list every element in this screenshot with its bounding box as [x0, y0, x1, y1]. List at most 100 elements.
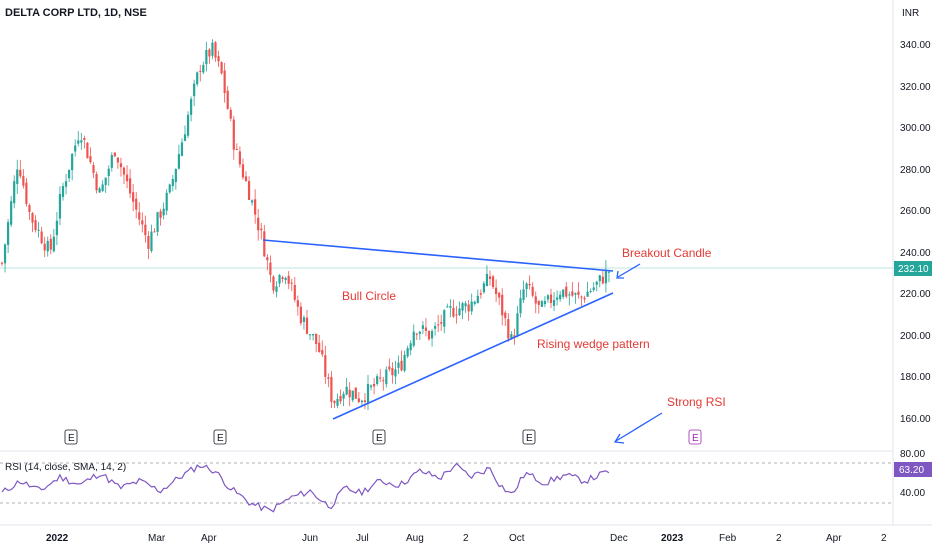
- candle-body[interactable]: [28, 205, 31, 213]
- candle-body[interactable]: [46, 241, 49, 252]
- candle-body[interactable]: [278, 275, 281, 284]
- earnings-marker[interactable]: E: [522, 429, 536, 445]
- candle-body[interactable]: [302, 317, 306, 322]
- candle-body[interactable]: [95, 173, 98, 191]
- candle-body[interactable]: [339, 395, 342, 402]
- candle-body[interactable]: [464, 303, 467, 307]
- candle-body[interactable]: [220, 62, 223, 74]
- candle-body[interactable]: [330, 377, 333, 402]
- candle-body[interactable]: [348, 389, 351, 398]
- candle-body[interactable]: [104, 177, 107, 185]
- candle-body[interactable]: [22, 176, 25, 186]
- candle-body[interactable]: [498, 292, 501, 298]
- candle-body[interactable]: [244, 176, 248, 181]
- candle-body[interactable]: [397, 362, 400, 368]
- candle-body[interactable]: [488, 276, 492, 280]
- candle-body[interactable]: [513, 335, 516, 338]
- candle-body[interactable]: [214, 42, 217, 58]
- candle-body[interactable]: [342, 393, 345, 399]
- candle-body[interactable]: [269, 262, 272, 275]
- candle-body[interactable]: [183, 134, 187, 141]
- candle-body[interactable]: [116, 157, 119, 163]
- price-panel[interactable]: [0, 0, 893, 451]
- candle-body[interactable]: [180, 142, 184, 156]
- candle-body[interactable]: [156, 212, 159, 232]
- earnings-marker[interactable]: E: [372, 429, 386, 445]
- candle-body[interactable]: [400, 360, 403, 371]
- candle-body[interactable]: [443, 310, 446, 327]
- candle-body[interactable]: [49, 238, 52, 250]
- candle-body[interactable]: [571, 291, 574, 296]
- candle-body[interactable]: [522, 289, 525, 301]
- candle-body[interactable]: [421, 325, 424, 329]
- candle-body[interactable]: [495, 287, 498, 295]
- candle-body[interactable]: [482, 283, 485, 293]
- candle-body[interactable]: [241, 164, 245, 178]
- candle-body[interactable]: [577, 291, 580, 295]
- candle-body[interactable]: [74, 145, 77, 152]
- candle-body[interactable]: [52, 236, 55, 252]
- candle-body[interactable]: [424, 327, 428, 331]
- candle-body[interactable]: [174, 168, 177, 183]
- candle-body[interactable]: [287, 275, 290, 284]
- candle-body[interactable]: [254, 199, 257, 215]
- candle-body[interactable]: [379, 377, 382, 379]
- candle-body[interactable]: [10, 201, 13, 225]
- candle-body[interactable]: [251, 200, 254, 203]
- candle-body[interactable]: [107, 168, 110, 177]
- candle-body[interactable]: [559, 294, 562, 300]
- candle-body[interactable]: [238, 151, 241, 165]
- candle-body[interactable]: [305, 317, 309, 334]
- candle-body[interactable]: [430, 331, 434, 339]
- candle-body[interactable]: [64, 181, 68, 187]
- candle-body[interactable]: [479, 293, 482, 295]
- earnings-marker[interactable]: E: [688, 429, 702, 445]
- candle-body[interactable]: [458, 308, 461, 316]
- candle-body[interactable]: [540, 301, 543, 307]
- candle-body[interactable]: [491, 276, 495, 288]
- candle-body[interactable]: [452, 307, 455, 317]
- candle-body[interactable]: [534, 296, 537, 304]
- candle-body[interactable]: [409, 343, 412, 351]
- candle-body[interactable]: [58, 193, 62, 219]
- candle-body[interactable]: [150, 231, 153, 252]
- candle-body[interactable]: [138, 212, 141, 220]
- candles[interactable]: [0, 39, 611, 411]
- candle-body[interactable]: [440, 322, 443, 324]
- candle-body[interactable]: [598, 275, 601, 282]
- candle-body[interactable]: [80, 140, 83, 143]
- candle-body[interactable]: [92, 165, 95, 174]
- candle-body[interactable]: [162, 208, 165, 216]
- candle-body[interactable]: [403, 354, 406, 371]
- candle-body[interactable]: [144, 224, 147, 236]
- rsi-line[interactable]: [1, 462, 610, 513]
- candle-body[interactable]: [327, 377, 330, 379]
- candle-body[interactable]: [470, 301, 473, 312]
- candle-body[interactable]: [211, 42, 214, 56]
- candle-body[interactable]: [449, 306, 452, 308]
- candle-body[interactable]: [525, 283, 528, 290]
- candle-body[interactable]: [232, 119, 235, 150]
- candle-body[interactable]: [315, 333, 318, 345]
- candle-body[interactable]: [363, 400, 367, 402]
- candle-body[interactable]: [336, 398, 339, 406]
- candle-body[interactable]: [135, 198, 138, 210]
- candle-body[interactable]: [589, 291, 592, 293]
- candle-body[interactable]: [190, 98, 193, 115]
- candle-body[interactable]: [565, 286, 568, 297]
- candle-body[interactable]: [592, 287, 595, 291]
- price-axis[interactable]: 340.00 320.00 300.00 280.00 260.00 240.0…: [900, 40, 931, 425]
- candle-body[interactable]: [3, 244, 7, 264]
- candle-body[interactable]: [290, 282, 293, 284]
- candle-body[interactable]: [165, 192, 168, 211]
- candle-body[interactable]: [388, 366, 391, 370]
- candle-body[interactable]: [171, 179, 174, 187]
- candle-body[interactable]: [546, 295, 550, 300]
- candle-body[interactable]: [549, 294, 553, 304]
- candle-body[interactable]: [373, 384, 376, 387]
- candle-body[interactable]: [19, 169, 22, 177]
- candle-body[interactable]: [43, 243, 46, 251]
- candle-body[interactable]: [434, 325, 437, 329]
- candle-body[interactable]: [510, 334, 513, 339]
- earnings-marker[interactable]: E: [213, 429, 227, 445]
